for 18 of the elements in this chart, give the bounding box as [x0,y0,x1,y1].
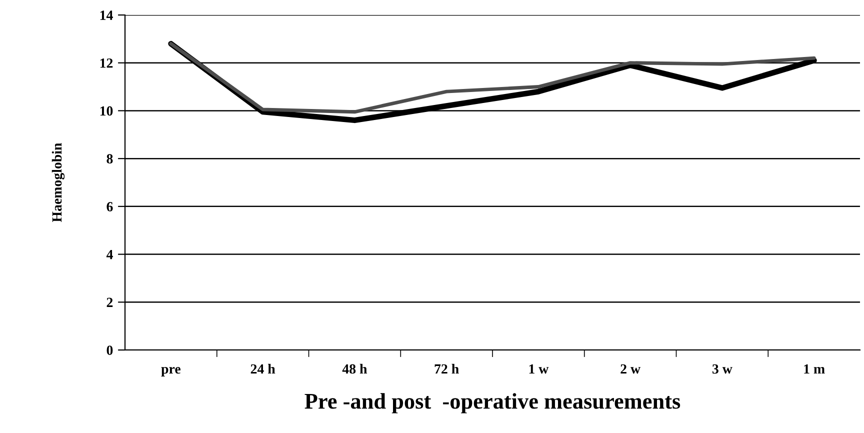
y-tick-label: 12 [100,58,113,68]
y-tick-label: 4 [106,250,113,260]
x-tick-label: 2 w [620,364,640,374]
y-tick-label: 10 [100,106,113,116]
y-tick-label: 8 [106,154,113,164]
x-tick-label: 1 w [529,364,549,374]
x-tick-label: pre [161,366,180,376]
y-tick-label: 2 [106,298,113,307]
y-tick-label: 0 [106,346,113,355]
x-tick-label: 72 h [434,364,459,374]
x-tick-label: 48 h [342,364,368,374]
y-tick-label: 6 [106,202,113,212]
x-tick-label: 24 h [250,364,276,374]
x-tick-label: 3 w [712,364,732,374]
x-tick-label: 1 m [804,364,825,374]
x-axis-title: Pre -and post -operative measurements [304,393,680,414]
y-tick-label: 14 [100,10,113,20]
y-axis-title: Haemoglobin [52,142,65,222]
